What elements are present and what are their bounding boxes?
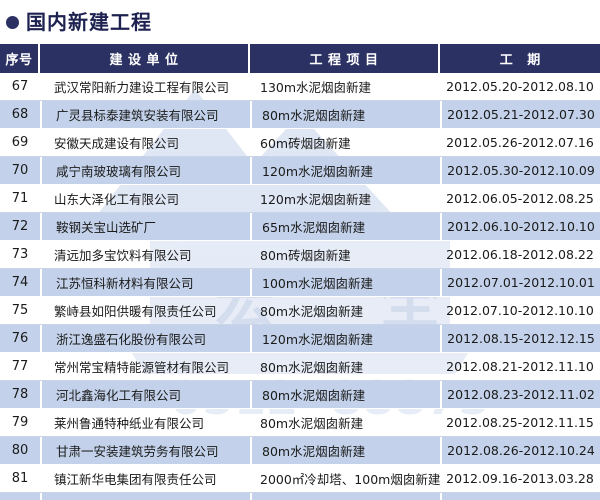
column-header-project: 工 程 项 目	[250, 44, 440, 73]
table-row: 72 鞍钢关宝山选矿厂 65m水泥烟囱新建 2012.06.10-2012.10.10	[0, 213, 600, 241]
cell-index: 71	[0, 185, 40, 213]
cell-index: 79	[0, 409, 40, 437]
cell-unit: 河北鑫海化工有限公司	[40, 381, 250, 409]
cell-project: 130m水泥烟囱新建	[250, 73, 440, 101]
table-row: 77 常州常宝精特能源管材有限公司 80m水泥烟囱新建 2012.08.21-2012…	[0, 353, 600, 381]
cell-duration: 2012.08.26-2012.10.24	[440, 437, 600, 465]
cell-duration: 2012.06.05-2012.08.25	[440, 185, 600, 213]
cell-index: 72	[0, 213, 40, 241]
cell-unit: 鞍钢关宝山选矿厂	[40, 213, 250, 241]
cell-index: 75	[0, 297, 40, 325]
cell-unit: 繁峙县如阳供暖有限责任公司	[40, 297, 250, 325]
cell-index: 69	[0, 129, 40, 157]
cell-project: 2000㎡冷却塔、100m烟囱新建	[250, 465, 440, 493]
cell-duration: 2012.07.01-2012.10.01	[440, 269, 600, 297]
cell-unit: 咸宁南玻玻璃有限公司	[40, 157, 250, 185]
cell-index: 80	[0, 437, 40, 465]
cell-unit: 甘肃一安装建筑劳务有限公司	[40, 437, 250, 465]
cell-partial	[440, 493, 600, 500]
cell-project: 80m水泥烟囱新建	[250, 409, 440, 437]
cell-duration: 2012.05.21-2012.07.30	[440, 101, 600, 129]
cell-project: 120m水泥烟囱新建	[250, 157, 440, 185]
cell-project: 80m砖烟囱新建	[250, 241, 440, 269]
cell-unit: 常州常宝精特能源管材有限公司	[40, 353, 250, 381]
cell-index: 70	[0, 157, 40, 185]
cell-index: 78	[0, 381, 40, 409]
cell-index: 67	[0, 73, 40, 101]
cell-unit: 广灵县标泰建筑安装有限公司	[40, 101, 250, 129]
table-row: 68 广灵县标泰建筑安装有限公司 80m水泥烟囱新建 2012.05.21-2012.…	[0, 101, 600, 129]
cell-partial	[0, 493, 40, 500]
cell-project: 120m水泥烟囱新建	[250, 185, 440, 213]
table-row: 75 繁峙县如阳供暖有限责任公司 80m水泥烟囱新建 2012.07.10-2012.…	[0, 297, 600, 325]
cell-index: 77	[0, 353, 40, 381]
cell-index: 73	[0, 241, 40, 269]
table-header-row: 序号 建 设 单 位 工 程 项 目 工 期	[0, 44, 600, 73]
column-header-index: 序号	[0, 44, 40, 73]
table-body: 67 武汉常阳新力建设工程有限公司 130m水泥烟囱新建 2012.05.20-201…	[0, 73, 600, 500]
cell-unit: 江苏恒科新材料有限公司	[40, 269, 250, 297]
cell-duration: 2012.09.16-2013.03.28	[440, 465, 600, 493]
cell-partial	[40, 493, 250, 500]
cell-duration: 2012.06.10-2012.10.10	[440, 213, 600, 241]
cell-duration: 2012.05.20-2012.08.10	[440, 73, 600, 101]
cell-unit: 山东大泽化工有限公司	[40, 185, 250, 213]
table-row-partial	[0, 493, 600, 500]
table-row: 79 莱州鲁通特种纸业有限公司 80m水泥烟囱新建 2012.08.25-2012.1…	[0, 409, 600, 437]
cell-project: 80m水泥烟囱新建	[250, 381, 440, 409]
cell-duration: 2012.05.30-2012.10.09	[440, 157, 600, 185]
cell-unit: 莱州鲁通特种纸业有限公司	[40, 409, 250, 437]
cell-index: 81	[0, 465, 40, 493]
table-row: 81 镇江新华电集团有限责任公司 2000㎡冷却塔、100m烟囱新建 2012.09.…	[0, 465, 600, 493]
cell-unit: 清远加多宝饮料有限公司	[40, 241, 250, 269]
cell-index: 68	[0, 101, 40, 129]
cell-duration: 2012.08.21-2012.11.10	[440, 353, 600, 381]
cell-unit: 镇江新华电集团有限责任公司	[40, 465, 250, 493]
cell-unit: 浙江逸盛石化股份有限公司	[40, 325, 250, 353]
cell-duration: 2012.06.18-2012.08.22	[440, 241, 600, 269]
column-header-duration: 工 期	[440, 44, 600, 73]
section-title: 国内新建工程	[0, 0, 600, 44]
table-row: 73 清远加多宝饮料有限公司 80m砖烟囱新建 2012.06.18-2012.08.…	[0, 241, 600, 269]
cell-project: 80m水泥烟囱新建	[250, 297, 440, 325]
cell-project: 80m水泥烟囱新建	[250, 101, 440, 129]
cell-project: 80m水泥烟囱新建	[250, 437, 440, 465]
table-row: 69 安徽天成建设有限公司 60m砖烟囱新建 2012.05.26-2012.07.1…	[0, 129, 600, 157]
table-row: 78 河北鑫海化工有限公司 80m水泥烟囱新建 2012.08.23-2012.11.…	[0, 381, 600, 409]
cell-project: 80m水泥烟囱新建	[250, 353, 440, 381]
table-row: 70 咸宁南玻玻璃有限公司 120m水泥烟囱新建 2012.05.30-2012.10…	[0, 157, 600, 185]
table-header: 序号 建 设 单 位 工 程 项 目 工 期	[0, 44, 600, 73]
cell-duration: 2012.07.10-2012.10.10	[440, 297, 600, 325]
table-row: 76 浙江逸盛石化股份有限公司 120m水泥烟囱新建 2012.08.15-2012.…	[0, 325, 600, 353]
cell-duration: 2012.08.23-2012.11.02	[440, 381, 600, 409]
cell-index: 74	[0, 269, 40, 297]
cell-unit: 安徽天成建设有限公司	[40, 129, 250, 157]
cell-project: 60m砖烟囱新建	[250, 129, 440, 157]
table-row: 74 江苏恒科新材料有限公司 100m水泥烟囱新建 2012.07.01-2012.1…	[0, 269, 600, 297]
cell-project: 65m水泥烟囱新建	[250, 213, 440, 241]
cell-duration: 2012.05.26-2012.07.16	[440, 129, 600, 157]
table-row: 80 甘肃一安装建筑劳务有限公司 80m水泥烟囱新建 2012.08.26-2012.…	[0, 437, 600, 465]
filled-circle-icon	[6, 15, 19, 29]
cell-index: 76	[0, 325, 40, 353]
cell-partial	[250, 493, 440, 500]
projects-table-container: 序号 建 设 单 位 工 程 项 目 工 期 67 武汉常阳新力建设工程有限公司 1…	[0, 44, 600, 500]
cell-duration: 2012.08.15-2012.12.15	[440, 325, 600, 353]
table-row: 71 山东大泽化工有限公司 120m水泥烟囱新建 2012.06.05-2012.08…	[0, 185, 600, 213]
cell-project: 100m水泥烟囱新建	[250, 269, 440, 297]
column-header-unit: 建 设 单 位	[40, 44, 250, 73]
page-title: 国内新建工程	[26, 10, 152, 34]
cell-unit: 武汉常阳新力建设工程有限公司	[40, 73, 250, 101]
cell-duration: 2012.08.25-2012.11.15	[440, 409, 600, 437]
table-row: 67 武汉常阳新力建设工程有限公司 130m水泥烟囱新建 2012.05.20-201…	[0, 73, 600, 101]
projects-table: 序号 建 设 单 位 工 程 项 目 工 期 67 武汉常阳新力建设工程有限公司 1…	[0, 44, 600, 500]
cell-project: 120m水泥烟囱新建	[250, 325, 440, 353]
